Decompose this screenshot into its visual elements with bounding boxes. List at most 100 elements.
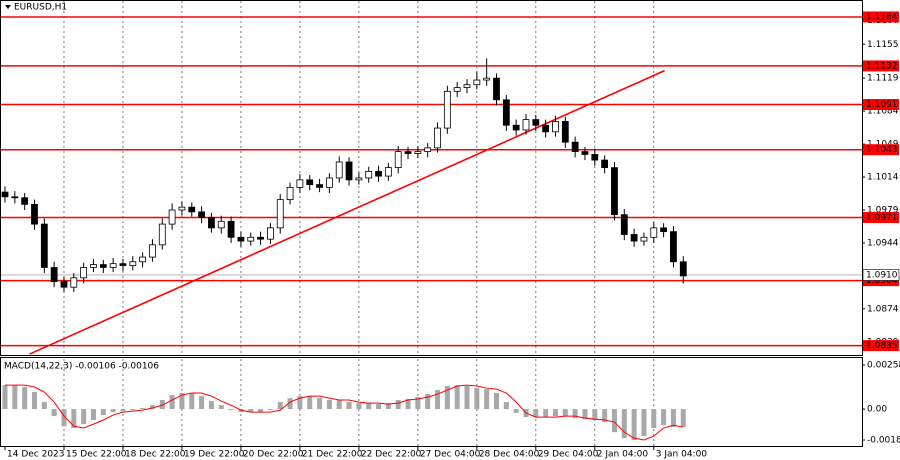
y-tick-label: 0.00258 [867,361,900,371]
candle-body [1,191,9,198]
candle-body [198,211,206,218]
macd-bar [474,388,480,410]
y-tick-label: 1.1119 [867,74,899,84]
macd-bar [297,396,303,410]
candle-body [355,177,363,181]
candle-body [306,179,314,185]
candle-body [601,159,609,169]
candle-body [453,87,461,92]
macd-bar [435,390,441,410]
macd-bar [680,409,686,428]
level-label-box [863,60,899,72]
candle-body [581,151,589,155]
macd-bar [2,385,8,410]
macd-bar [336,400,342,410]
macd-bar [464,386,470,410]
macd-bar [572,409,578,419]
y-tick-label: 1.1155 [867,40,899,50]
x-tick-label: 21 Dec 22:00 [302,450,363,460]
macd-bar [641,409,647,437]
macd-bar [454,385,460,410]
candle-body [109,263,117,268]
candle-body [296,179,304,188]
title-icon [5,5,11,9]
candle-body [660,227,668,233]
macd-bar [41,402,47,410]
candle-body [129,261,137,266]
level-label: 1.0904 [866,276,898,286]
candle-body [384,167,392,177]
macd-bar [494,393,499,410]
candle-body [424,147,432,153]
level-label: 1.1132 [866,61,898,71]
y-tick-label: 1.0874 [867,304,899,314]
x-tick-label: 29 Dec 04:00 [538,450,599,460]
level-label: 1.0971 [866,213,898,223]
macd-bar [552,409,558,417]
macd-bar [543,409,549,418]
candle-body [630,234,638,242]
x-tick-label: 27 Dec 04:00 [420,450,481,460]
macd-bar [248,409,254,413]
macd-bar [356,403,362,410]
level-label-box [863,340,899,352]
macd-bar [22,387,28,410]
level-label: 1.1184 [866,12,898,22]
candle-body [611,167,618,216]
macd-bar [199,396,205,410]
candle-body [571,141,579,153]
candle-body [532,119,540,126]
candle-body [473,79,481,86]
macd-bar [228,409,234,411]
macd-bar [670,409,676,428]
level-label-box [863,212,899,224]
macd-bar [189,393,195,410]
candle-body [158,223,166,246]
macd-bar [287,398,293,410]
candle-body [257,236,264,240]
candle-body [552,121,559,133]
y-tick-label: 0.00 [867,405,887,415]
macd-bar [307,396,313,410]
candle-body [345,161,353,181]
candle-body [443,90,451,129]
candle-body [512,124,520,131]
candle-body [227,220,235,238]
macd-bar [651,409,657,429]
candle-body [375,170,382,177]
candle-body [542,124,550,133]
x-tick-label: 20 Dec 22:00 [243,450,304,460]
candle-body [149,244,156,258]
macd-bar [218,405,224,410]
candle-body [650,227,658,238]
macd-bar [425,394,431,410]
macd-bar [602,409,608,423]
candle-body [11,196,19,199]
macd-bar [31,391,37,410]
macd-bar [90,409,96,421]
macd-bar [405,398,411,410]
candle-body [404,151,412,154]
macd-bar [208,401,214,410]
candle-body [365,170,373,179]
candle-body [90,264,97,268]
x-tick-label: 19 Dec 22:00 [184,450,245,460]
candle-body [217,220,225,229]
macd-bar [661,409,667,426]
macd-bar [582,409,588,420]
y-tick-label: 1.1084 [867,107,899,117]
candle-body [99,264,107,268]
x-tick-label: 3 Jan 04:00 [656,450,708,460]
macd-bar [277,402,283,410]
macd-bar [621,409,627,439]
candle-body [394,151,402,169]
macd-bar [110,409,116,413]
candle-body [50,267,58,282]
macd-signal-line [5,384,684,441]
candle-body [434,127,441,149]
x-tick-label: 15 Dec 22:00 [66,450,127,460]
macd-bar [444,386,450,410]
macd-bar [317,398,323,410]
